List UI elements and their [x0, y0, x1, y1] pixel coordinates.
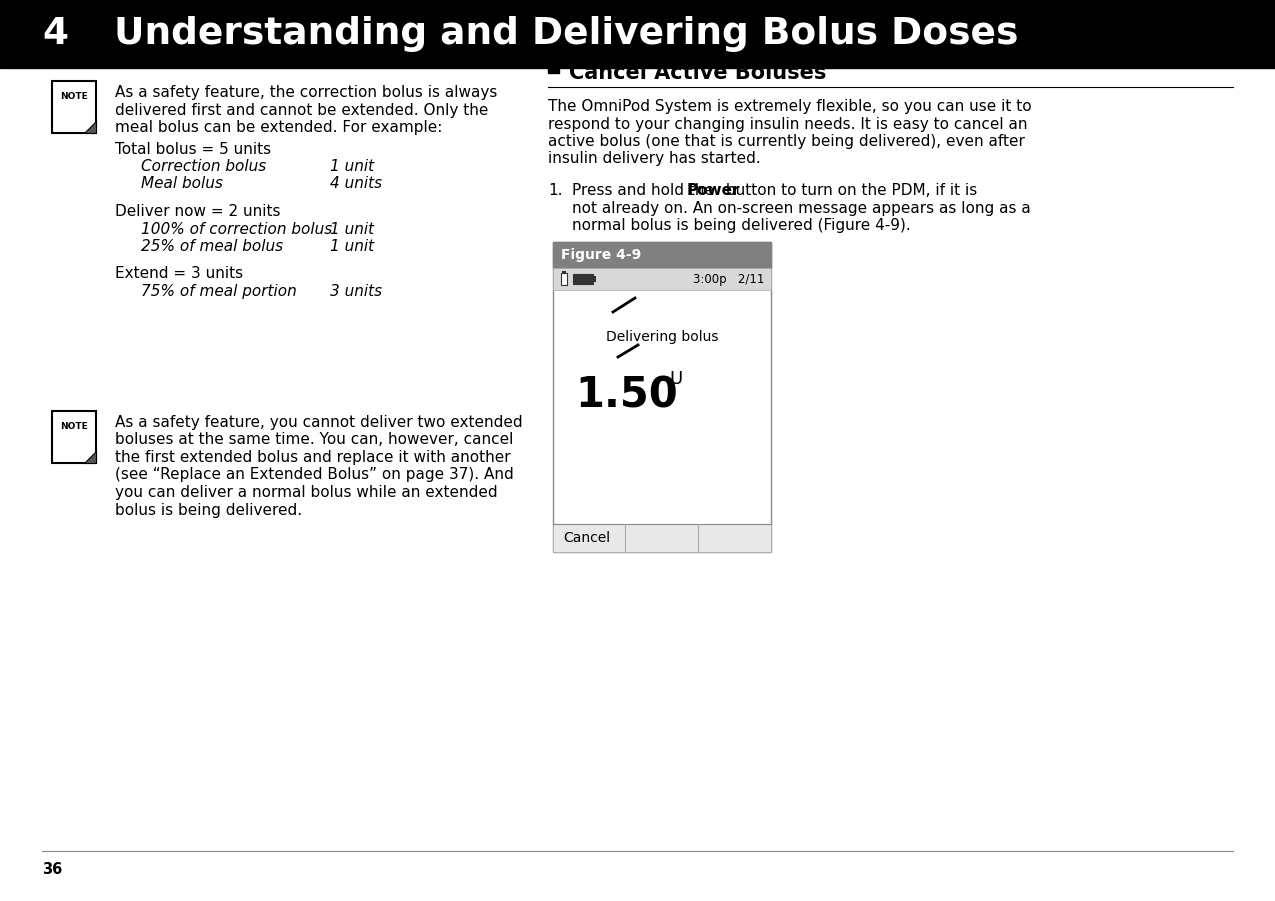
- Text: Press and hold the: Press and hold the: [572, 183, 719, 198]
- Bar: [593, 276, 595, 282]
- Text: normal bolus is being delivered (Figure 4-9).: normal bolus is being delivered (Figure …: [572, 218, 910, 233]
- Text: Cancel: Cancel: [564, 531, 611, 545]
- Text: 1.: 1.: [548, 183, 562, 198]
- Text: The OmniPod System is extremely flexible, so you can use it to: The OmniPod System is extremely flexible…: [548, 99, 1031, 114]
- Text: 75% of meal portion: 75% of meal portion: [142, 284, 297, 299]
- Text: (see “Replace an Extended Bolus” on page 37). And: (see “Replace an Extended Bolus” on page…: [115, 468, 514, 483]
- Text: 4 units: 4 units: [330, 177, 382, 192]
- Text: button to turn on the PDM, if it is: button to turn on the PDM, if it is: [720, 183, 977, 198]
- Text: NOTE: NOTE: [60, 422, 88, 431]
- Bar: [52, 81, 96, 133]
- Text: Understanding and Delivering Bolus Doses: Understanding and Delivering Bolus Doses: [75, 16, 1019, 52]
- Text: bolus is being delivered.: bolus is being delivered.: [115, 503, 302, 517]
- Text: Deliver now = 2 units: Deliver now = 2 units: [115, 204, 280, 219]
- Text: Power: Power: [687, 183, 741, 198]
- Bar: [561, 273, 567, 285]
- Text: 1.50: 1.50: [575, 374, 678, 416]
- Text: boluses at the same time. You can, however, cancel: boluses at the same time. You can, howev…: [115, 432, 514, 448]
- Text: 4: 4: [42, 16, 68, 52]
- Text: Cancel Active Boluses: Cancel Active Boluses: [569, 63, 826, 83]
- Text: Figure 4-9: Figure 4-9: [561, 248, 641, 262]
- Text: delivered first and cannot be extended. Only the: delivered first and cannot be extended. …: [115, 103, 488, 117]
- Bar: [553, 242, 771, 268]
- Text: Extend = 3 units: Extend = 3 units: [115, 267, 244, 281]
- Text: 36: 36: [42, 861, 62, 877]
- Text: the first extended bolus and replace it with another: the first extended bolus and replace it …: [115, 450, 510, 465]
- Text: 3:00p   2/11: 3:00p 2/11: [692, 272, 764, 286]
- Text: insulin delivery has started.: insulin delivery has started.: [548, 151, 761, 167]
- Text: As a safety feature, you cannot deliver two extended: As a safety feature, you cannot deliver …: [115, 415, 523, 430]
- Bar: [553, 242, 771, 552]
- Text: 100% of correction bolus: 100% of correction bolus: [142, 222, 333, 236]
- Bar: [562, 271, 566, 273]
- Bar: [548, 62, 558, 73]
- Text: NOTE: NOTE: [60, 92, 88, 101]
- Text: Correction bolus: Correction bolus: [142, 159, 266, 174]
- Polygon shape: [84, 121, 96, 133]
- Polygon shape: [84, 451, 96, 463]
- Bar: [553, 268, 771, 290]
- Text: 1 unit: 1 unit: [330, 159, 374, 174]
- Text: you can deliver a normal bolus while an extended: you can deliver a normal bolus while an …: [115, 485, 497, 500]
- Text: Delivering bolus: Delivering bolus: [606, 330, 718, 344]
- Bar: [0, 0, 1275, 68]
- Text: respond to your changing insulin needs. It is easy to cancel an: respond to your changing insulin needs. …: [548, 116, 1028, 132]
- Text: meal bolus can be extended. For example:: meal bolus can be extended. For example:: [115, 120, 442, 135]
- Text: Total bolus = 5 units: Total bolus = 5 units: [115, 141, 272, 157]
- Text: U: U: [669, 370, 682, 388]
- Text: active bolus (one that is currently being delivered), even after: active bolus (one that is currently bein…: [548, 134, 1025, 149]
- Bar: [553, 524, 771, 552]
- Text: 25% of meal bolus: 25% of meal bolus: [142, 239, 283, 254]
- Bar: [52, 411, 96, 463]
- Bar: [572, 274, 593, 284]
- Text: Meal bolus: Meal bolus: [142, 177, 223, 192]
- Text: As a safety feature, the correction bolus is always: As a safety feature, the correction bolu…: [115, 85, 497, 100]
- Text: not already on. An on-screen message appears as long as a: not already on. An on-screen message app…: [572, 201, 1030, 215]
- Text: 1 unit: 1 unit: [330, 239, 374, 254]
- Text: 3 units: 3 units: [330, 284, 382, 299]
- Text: 1 unit: 1 unit: [330, 222, 374, 236]
